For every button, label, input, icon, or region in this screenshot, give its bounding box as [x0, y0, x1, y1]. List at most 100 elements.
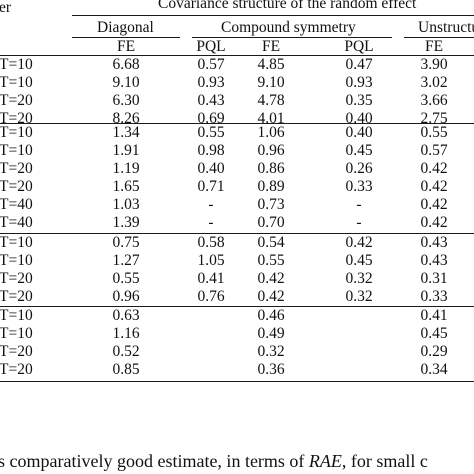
table-cell: 0.75 [112, 234, 140, 251]
table-cell: 0.57 [197, 56, 225, 73]
rule-under-unstructured [404, 37, 474, 38]
row-label: T=10 [0, 234, 33, 251]
table-cell: 9.10 [112, 74, 140, 91]
table-cell: 6.68 [112, 56, 140, 73]
table-cell: 9.10 [257, 74, 285, 91]
table-cell: 0.73 [257, 196, 285, 213]
table-cell: 0.58 [197, 234, 225, 251]
table-cell: 0.93 [197, 74, 225, 91]
row-label: T=40 [0, 214, 33, 231]
table-cell: 0.89 [257, 178, 285, 195]
row-label: T=10 [0, 124, 33, 141]
table-cell: 0.69 [197, 110, 225, 127]
table-cell: 4.78 [257, 92, 285, 109]
table-cell: 0.32 [345, 270, 373, 287]
table-cell: 0.76 [197, 288, 225, 305]
table-cell: 0.29 [420, 343, 448, 360]
group-compound-symmetry: Compound symmetry [221, 19, 356, 36]
table-cell: 1.27 [112, 252, 140, 269]
table-cell: 0.42 [257, 288, 285, 305]
table-cell: 0.45 [345, 252, 373, 269]
table-cell: 1.16 [112, 325, 140, 342]
caption-emph: RAE [308, 451, 342, 471]
row-label: T=10 [0, 325, 33, 342]
caption-text: s comparatively good estimate, in terms … [0, 451, 428, 472]
table-cell: 0.42 [420, 178, 448, 195]
table-cell: 0.71 [197, 178, 225, 195]
row-label: T=20 [0, 160, 33, 177]
table-cell: 0.63 [112, 307, 140, 324]
subcol-fe-1: FE [116, 38, 136, 55]
table-cell: 0.96 [257, 142, 285, 159]
table-cell: 1.39 [112, 214, 140, 231]
table-cell: 0.54 [257, 234, 285, 251]
group-unstructured: Unstructu [418, 19, 474, 36]
table-cell: 0.96 [112, 288, 140, 305]
rule-under-diagonal [72, 37, 180, 38]
table-cell: 8.26 [112, 110, 140, 127]
table-cell: 0.86 [257, 160, 285, 177]
table-cell: 0.33 [420, 288, 448, 305]
table-cell: 0.55 [112, 270, 140, 287]
table-cell: 0.55 [420, 124, 448, 141]
rule-section-2 [0, 123, 474, 124]
row-label: T=20 [0, 270, 33, 287]
table-cell: 0.45 [345, 142, 373, 159]
caption-after: , for small c [341, 451, 428, 471]
table-cell: 0.36 [257, 361, 285, 378]
table-cell: 1.91 [112, 142, 140, 159]
table-cell: - [208, 214, 214, 231]
row-label: T=10 [0, 74, 33, 91]
row-label: T=10 [0, 252, 33, 269]
table-cell: 0.52 [112, 343, 140, 360]
row-label: T=20 [0, 110, 33, 127]
table-cell: 0.41 [420, 307, 448, 324]
row-label: T=40 [0, 196, 33, 213]
table-cell: 0.26 [345, 160, 373, 177]
table-cell: 0.32 [257, 343, 285, 360]
table-cell: 3.02 [420, 74, 448, 91]
table-cell: 0.40 [197, 160, 225, 177]
table-cell: 1.06 [257, 124, 285, 141]
table-cell: 0.85 [112, 361, 140, 378]
table-cell: 0.55 [197, 124, 225, 141]
table-cell: 0.45 [420, 325, 448, 342]
row-label: T=20 [0, 361, 33, 378]
table-cell: 3.90 [420, 56, 448, 73]
table-cell: - [356, 196, 362, 213]
row-label: T=10 [0, 307, 33, 324]
table-cell: 0.47 [345, 56, 373, 73]
covariance-structure-title: Covariance structure of the random effec… [158, 0, 417, 12]
rule-table-bottom [0, 381, 474, 382]
table-cell: 0.55 [257, 252, 285, 269]
row-label: T=20 [0, 92, 33, 109]
table-cell: 0.49 [257, 325, 285, 342]
table-cell: 0.42 [420, 214, 448, 231]
row-label: T=20 [0, 178, 33, 195]
table-cell: 0.42 [420, 160, 448, 177]
table-cell: 2.75 [420, 110, 448, 127]
table-cell: 1.65 [112, 178, 140, 195]
subcol-pql-1: PQL [196, 38, 226, 55]
table-cell: 0.31 [420, 270, 448, 287]
table-cell: 0.35 [345, 92, 373, 109]
rule-under-compound [192, 37, 392, 38]
table-cell: 1.03 [112, 196, 140, 213]
table-cell: 1.34 [112, 124, 140, 141]
rule-header-bottom [0, 55, 474, 56]
row-label: T=20 [0, 288, 33, 305]
table-cell: - [208, 196, 214, 213]
caption-before: s comparatively good estimate, in terms … [0, 451, 309, 471]
table-cell: 0.57 [420, 142, 448, 159]
table-cell: 0.33 [345, 178, 373, 195]
rule-section-4 [0, 306, 474, 307]
table-cell: 0.42 [345, 234, 373, 251]
group-diagonal: Diagonal [97, 19, 154, 36]
table-cell: 0.32 [345, 288, 373, 305]
rule-under-title [72, 15, 474, 16]
table-cell: 0.42 [257, 270, 285, 287]
table-cell: 4.85 [257, 56, 285, 73]
table-cell: 0.46 [257, 307, 285, 324]
table-cell: 0.40 [345, 124, 373, 141]
